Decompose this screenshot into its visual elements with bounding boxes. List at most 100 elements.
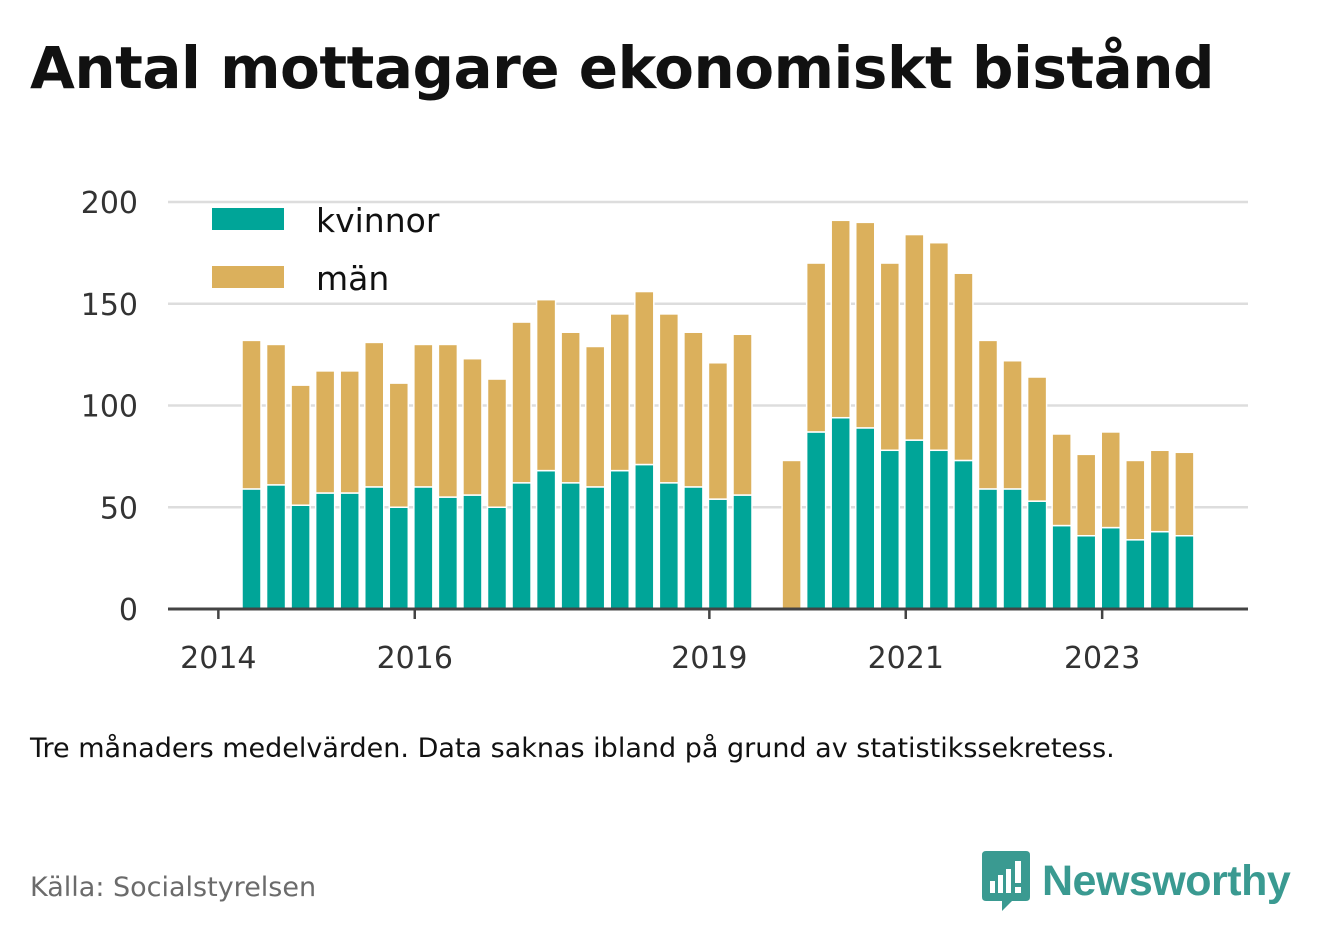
y-tick-label: 150	[81, 288, 138, 323]
bar-man	[928, 241, 950, 452]
x-tick-label: 2014	[180, 641, 256, 676]
bar-kvinnor	[413, 486, 434, 610]
x-tick-label: 2016	[377, 641, 453, 676]
legend-label-man: män	[316, 259, 389, 298]
bar-man	[855, 221, 876, 429]
bar-kvinnor	[1174, 534, 1195, 610]
bar-man	[977, 339, 999, 490]
bar-kvinnor	[1002, 488, 1023, 610]
bar-man	[609, 313, 630, 472]
bar-man	[511, 321, 532, 484]
x-axis-ticks: 2014 2016 2019 2021 2023	[180, 609, 1140, 676]
bar-man	[486, 378, 508, 509]
bar-man	[781, 459, 802, 610]
bar-man	[1174, 451, 1195, 537]
bar-kvinnor	[339, 492, 360, 610]
bar-man	[879, 262, 901, 452]
bar-man	[265, 343, 287, 486]
bar-kvinnor	[805, 431, 827, 610]
bar-kvinnor	[707, 498, 729, 610]
bar-kvinnor	[609, 469, 630, 610]
bar-kvinnor	[1051, 524, 1072, 610]
bar-man	[413, 343, 434, 488]
bar-kvinnor	[1026, 500, 1048, 610]
bar-kvinnor	[290, 504, 311, 610]
bar-kvinnor	[1075, 534, 1097, 610]
bar-kvinnor	[658, 482, 680, 610]
bar-kvinnor	[462, 494, 483, 610]
bar-man	[388, 382, 410, 508]
bar-man	[953, 272, 974, 462]
legend-label-kvinnor: kvinnor	[316, 201, 440, 240]
bar-kvinnor	[314, 492, 336, 610]
bar-man	[1125, 459, 1146, 541]
brand-name: Newsworthy	[1042, 856, 1291, 905]
bar-kvinnor	[830, 416, 851, 610]
bar-man	[1051, 433, 1072, 527]
bar-kvinnor	[683, 486, 704, 610]
bar-kvinnor	[1100, 526, 1121, 610]
bar-man	[462, 357, 483, 496]
bar-man	[658, 313, 680, 484]
legend-swatch-kvinnor	[212, 208, 284, 230]
bar-man	[535, 298, 557, 472]
bar-kvinnor	[241, 488, 262, 610]
bar-man	[1002, 359, 1023, 490]
bar-man	[241, 339, 262, 490]
x-tick-label: 2019	[671, 641, 747, 676]
newsworthy-bars-icon	[982, 851, 1030, 911]
bar-kvinnor	[855, 427, 876, 610]
bar-kvinnor	[977, 488, 999, 610]
bar-man	[805, 262, 827, 433]
bar-man	[1149, 449, 1171, 533]
bar-man	[560, 331, 581, 484]
bar-kvinnor	[560, 482, 581, 610]
source-label: Källa: Socialstyrelsen	[30, 872, 317, 903]
chart-note: Tre månaders medelvärden. Data saknas ib…	[30, 733, 1115, 764]
bar-kvinnor	[1149, 530, 1171, 610]
y-tick-label: 200	[81, 186, 138, 221]
bar-kvinnor	[511, 482, 532, 610]
x-tick-label: 2023	[1064, 641, 1140, 676]
bar-man	[1026, 376, 1048, 502]
bar-kvinnor	[928, 449, 950, 610]
bar-kvinnor	[265, 484, 287, 610]
bar-kvinnor	[388, 506, 410, 610]
bar-man	[683, 331, 704, 488]
bar-man	[707, 362, 729, 500]
y-tick-label: 100	[81, 390, 138, 425]
bar-kvinnor	[879, 449, 901, 610]
bar-kvinnor	[732, 494, 753, 610]
bar-man	[634, 290, 655, 466]
bar-kvinnor	[364, 486, 385, 610]
legend: kvinnor män	[212, 201, 440, 298]
bar-man	[1100, 431, 1121, 529]
y-tick-label: 50	[100, 491, 138, 526]
chart-title: Antal mottagare ekonomiskt bistånd	[30, 34, 1215, 102]
bar-kvinnor	[1125, 539, 1146, 610]
x-tick-label: 2021	[868, 641, 944, 676]
bar-man	[904, 233, 925, 441]
bar-man	[584, 345, 606, 488]
bar-man	[732, 333, 753, 496]
bar-kvinnor	[437, 496, 459, 610]
bar-man	[314, 370, 336, 494]
bar-man	[830, 219, 851, 419]
bar-man	[339, 370, 360, 494]
bar-kvinnor	[634, 463, 655, 610]
bar-kvinnor	[486, 506, 508, 610]
y-axis-ticks: 0 50 100 150 200	[81, 186, 138, 628]
legend-swatch-man	[212, 266, 284, 288]
y-tick-label: 0	[119, 593, 138, 628]
newsworthy-logo[interactable]: Newsworthy	[982, 850, 1291, 912]
bar-man	[437, 343, 459, 498]
bar-kvinnor	[953, 459, 974, 610]
bar-kvinnor	[535, 469, 557, 610]
bar-kvinnor	[584, 486, 606, 610]
bar-man	[1075, 453, 1097, 537]
bars	[241, 219, 1195, 610]
bar-kvinnor	[904, 439, 925, 610]
bar-man	[364, 341, 385, 488]
bar-man	[290, 384, 311, 506]
